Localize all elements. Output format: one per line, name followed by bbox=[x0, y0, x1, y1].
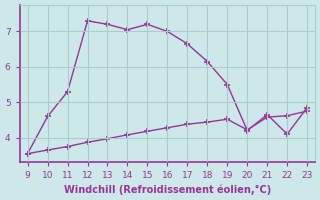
X-axis label: Windchill (Refroidissement éolien,°C): Windchill (Refroidissement éolien,°C) bbox=[64, 185, 271, 195]
